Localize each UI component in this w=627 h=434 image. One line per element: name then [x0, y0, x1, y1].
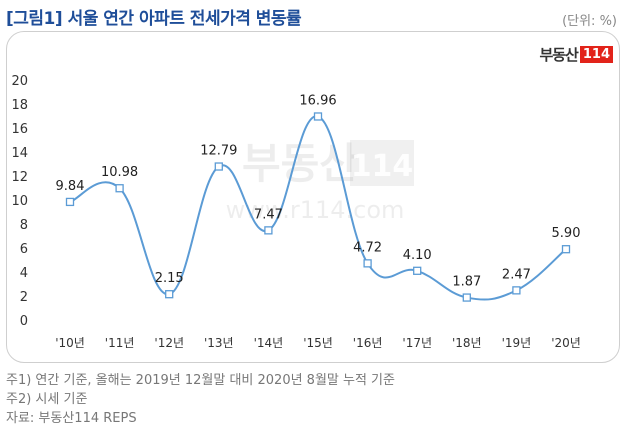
footnotes: 주1) 연간 기준, 올해는 2019년 12월말 대비 2020년 8월말 누… [6, 371, 395, 428]
data-label: 10.98 [101, 165, 138, 180]
data-point [65, 197, 75, 207]
x-tick-label: '14년 [254, 336, 284, 350]
y-tick-label: 10 [11, 194, 28, 209]
x-tick-label: '10년 [55, 336, 85, 350]
y-tick-label: 6 [20, 242, 28, 257]
logo-number: 114 [579, 45, 613, 63]
footnote-1: 주1) 연간 기준, 올해는 2019년 12월말 대비 2020년 8월말 누… [6, 373, 395, 388]
data-label: 2.15 [155, 271, 184, 286]
data-label: 12.79 [200, 144, 237, 159]
data-markers [65, 112, 571, 302]
x-tick-label: '15년 [303, 336, 333, 350]
x-tick-label: '11년 [105, 336, 135, 350]
footnote-2: 주2) 시세 기준 [6, 392, 88, 407]
y-tick-label: 2 [20, 290, 28, 305]
y-tick-label: 14 [11, 146, 28, 161]
x-tick-label: '20년 [551, 336, 581, 350]
y-tick-label: 18 [11, 98, 28, 113]
data-point [115, 184, 124, 193]
y-tick-label: 20 [11, 74, 28, 89]
watermark-url: www.r114.com [226, 196, 405, 224]
data-label: 4.72 [353, 240, 382, 255]
data-labels: 9.84 10.98 2.15 12.79 7.47 16.96 4.72 4.10 1.87 2… [56, 93, 581, 289]
x-tick-label: '13년 [204, 336, 234, 350]
y-axis: 0 2 4 6 8 10 12 14 16 18 20 [11, 74, 28, 329]
data-label: 16.96 [299, 93, 336, 108]
y-tick-label: 0 [20, 314, 28, 329]
chart-panel [6, 31, 620, 363]
x-tick-label: '16년 [353, 336, 383, 350]
brand-logo: 부동산 114 [539, 44, 613, 64]
data-point [264, 226, 273, 235]
data-point [165, 290, 174, 299]
x-tick-label: '19년 [502, 336, 532, 350]
data-point [413, 266, 422, 275]
x-tick-label: '17년 [402, 336, 432, 350]
data-label: 4.10 [403, 248, 432, 263]
watermark: 부동산 114 www.r114.com [226, 139, 414, 224]
x-tick-label: '12년 [154, 336, 184, 350]
data-point [313, 112, 323, 121]
y-tick-label: 12 [11, 170, 28, 185]
watermark-number-box [350, 140, 414, 186]
unit-label: (단위: %) [562, 14, 617, 29]
data-label: 9.84 [56, 179, 85, 194]
data-label: 7.47 [254, 207, 283, 222]
data-point [462, 293, 471, 302]
footnote-source: 자료: 부동산114 REPS [6, 411, 137, 426]
y-tick-label: 8 [20, 218, 28, 233]
chart-title: [그림1] 서울 연간 아파트 전세가격 변동률 [6, 9, 302, 29]
y-tick-label: 16 [11, 122, 28, 137]
data-point [214, 162, 223, 171]
data-label: 1.87 [452, 275, 481, 290]
x-axis: '10년 '11년 '12년 '13년 '14년 '15년 '16년 '17년 '18년 '19년… [55, 336, 581, 350]
logo-text: 부동산 [539, 45, 578, 64]
data-label: 5.90 [552, 226, 581, 241]
data-point [512, 286, 521, 295]
data-label: 2.47 [502, 267, 531, 282]
y-tick-label: 4 [20, 266, 28, 281]
watermark-number: 114 [351, 149, 414, 184]
x-tick-label: '18년 [452, 336, 482, 350]
data-point [363, 259, 372, 268]
data-point [561, 245, 571, 254]
